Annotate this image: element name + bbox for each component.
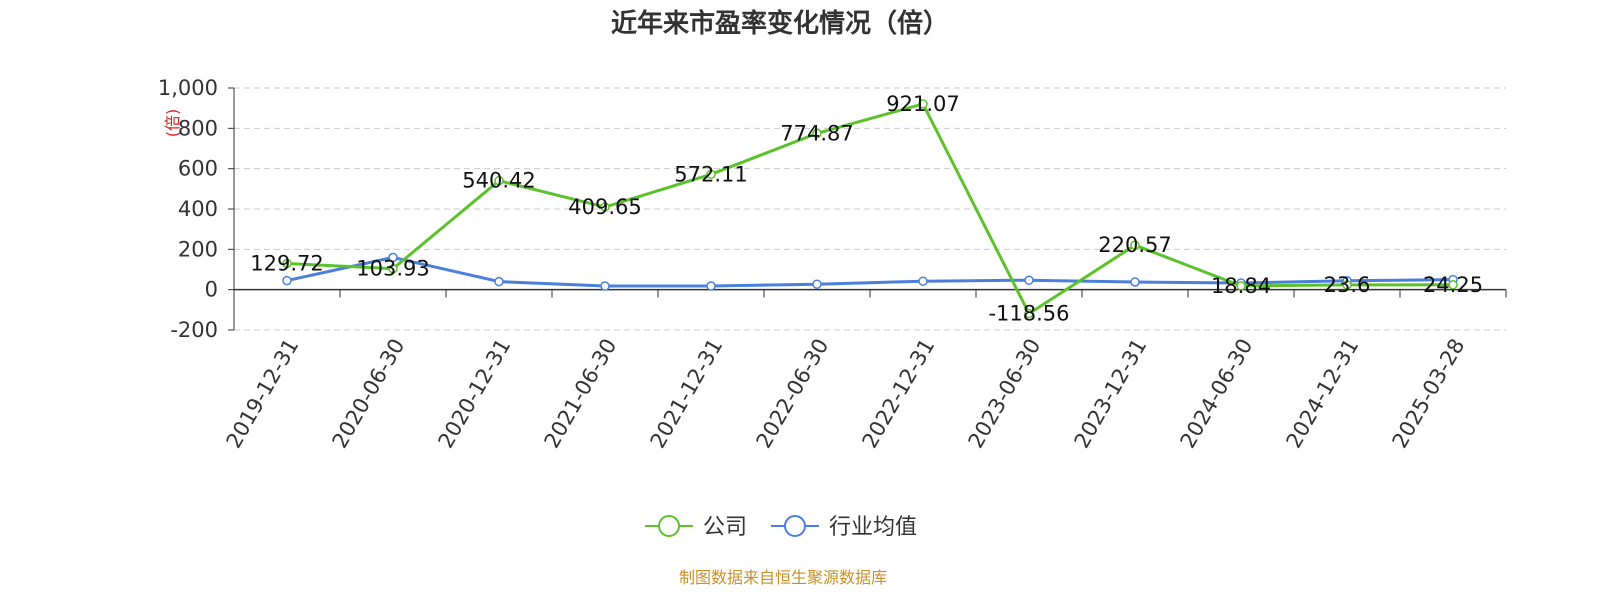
x-tick-label: 2022-12-31 [858,335,940,453]
data-point [494,276,504,287]
legend: 公司 行业均值 [645,515,917,540]
x-tick-label: 2021-06-30 [540,335,622,453]
legend-label: 公司 [703,515,747,540]
x-tick-label: 2022-06-30 [752,335,834,453]
data-label: 540.42 [462,169,535,193]
data-point [1342,280,1352,290]
data-labels: 129.72 103.93 540.42 409.65 572.11 774.87 921.… [250,92,1483,326]
data-label: 23.6 [1324,273,1371,297]
x-tick-label: 2025-03-28 [1388,335,1470,453]
data-label: 103.93 [356,257,429,281]
x-tick-label: 2020-06-30 [328,335,410,453]
x-tick-label: 2024-12-31 [1282,335,1364,453]
grid-lines [234,87,1506,331]
x-tick-label: 2019-12-31 [222,335,304,453]
y-tick-label: 400 [178,197,218,221]
data-point [1130,240,1140,250]
data-label: 129.72 [250,252,323,276]
x-tick-label: 2020-12-31 [434,335,516,453]
y-tick-label: 600 [178,157,218,181]
data-point [918,99,928,109]
data-point [388,263,398,274]
x-tick-label: 2021-12-31 [646,335,728,453]
series-line-industry [286,255,1454,288]
y-tick-label: 200 [178,237,218,261]
data-point [1024,275,1034,285]
x-tick-label: 2024-06-30 [1176,335,1258,453]
data-label: 774.87 [780,121,853,145]
data-label: -118.56 [988,302,1069,326]
data-label: 572.11 [674,162,747,186]
series-line-company [286,102,1454,316]
y-axis-label: (倍) [163,109,182,138]
legend-item-company[interactable]: 公司 [645,515,747,540]
data-point [812,279,822,289]
series-layer [282,99,1458,319]
data-label: 921.07 [886,92,959,116]
data-point [706,169,716,180]
data-point [1448,280,1458,290]
y-tick-label: 1,000 [158,76,218,100]
x-tick-label: 2023-12-31 [1070,335,1152,453]
y-tick-label: 0 [205,278,218,302]
legend-item-industry[interactable]: 行业均值 [771,515,917,540]
data-label: 220.57 [1098,233,1171,257]
data-point [812,128,822,139]
legend-marker [784,515,806,537]
data-label: 24.25 [1423,273,1483,297]
data-point [388,252,398,263]
legend-label: 行业均值 [829,515,917,540]
data-point [1236,281,1246,291]
source-note: 制图数据来自恒生聚源数据库 [679,568,887,587]
y-tick-label: -200 [170,318,218,342]
data-point [706,281,716,291]
data-point [600,281,610,291]
x-tick-label: 2023-06-30 [964,335,1046,453]
y-tick-label: 800 [178,116,218,140]
chart-title: 近年来市盈率变化情况（倍） [611,8,949,39]
data-point [1130,277,1140,287]
data-point [282,258,292,269]
data-point [918,276,928,286]
data-point [600,202,610,212]
data-point [1024,308,1034,319]
data-point [494,175,504,186]
data-label: 409.65 [568,195,641,219]
legend-marker [658,515,680,537]
data-label: 18.84 [1211,274,1271,298]
data-point [282,275,292,286]
